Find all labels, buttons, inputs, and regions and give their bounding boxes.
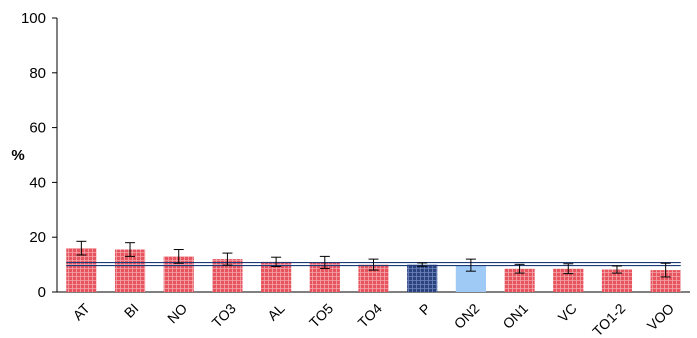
bar-to1-2 [601,269,633,292]
x-tick-label-p: P [416,300,434,318]
bars [66,248,681,292]
y-tick-label: 20 [29,229,46,246]
error-bars [76,240,671,278]
y-tick-label: 60 [29,120,46,137]
bar-p [407,264,438,292]
y-tick-label: 100 [21,10,46,27]
y-tick-label: 40 [29,174,46,191]
x-tick-label-bi: BI [121,300,142,321]
x-tick-label-to5: TO5 [306,300,337,331]
axes [56,18,690,293]
x-tick-label-to1-2: TO1-2 [589,300,628,338]
x-tick-label-voo: VOO [644,300,677,333]
y-ticks: 0 20 40 60 80 100 [21,10,57,301]
x-tick-label-no: NO [164,300,190,326]
y-axis-label: % [11,147,24,164]
y-tick-label: 0 [38,284,46,301]
x-tick-label-to4: TO4 [355,300,386,331]
x-tick-labels: AT BI NO TO3 AL TO5 TO4 P ON2 ON1 VC TO1-2 VOO [70,300,678,338]
x-tick-label-at: AT [70,300,94,324]
x-tick-label-vc: VC [555,300,580,325]
x-tick-label-on1: ON1 [499,300,531,332]
bar-vc [553,268,584,292]
y-tick-label: 80 [29,65,46,82]
bar-on1 [504,268,535,292]
x-tick-label-on2: ON2 [451,300,483,332]
x-tick-label-to3: TO3 [209,300,240,331]
x-tick-label-al: AL [264,300,288,324]
bar-voo [650,270,681,292]
